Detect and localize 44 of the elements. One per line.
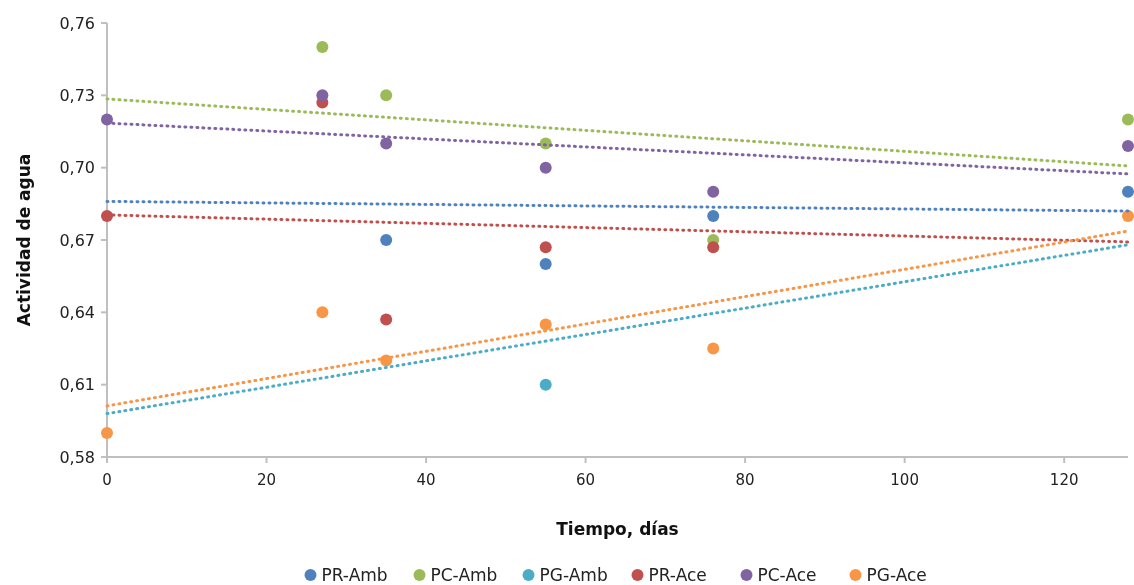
- legend-label: PC-Amb: [430, 564, 498, 585]
- point: [539, 378, 552, 391]
- point: [1122, 209, 1134, 222]
- y-tick-label: 0,61: [59, 375, 95, 395]
- point: [1122, 139, 1134, 152]
- legend-label: PG-Amb: [539, 564, 608, 585]
- y-tick-label: 0,58: [59, 447, 95, 467]
- point: [707, 209, 720, 222]
- legend-label: PC-Ace: [757, 564, 817, 585]
- point: [316, 41, 329, 54]
- y-tick-label: 0,67: [59, 230, 95, 250]
- x-tick-label: 60: [576, 471, 596, 489]
- y-tick-label: 0,64: [59, 302, 95, 322]
- point: [380, 89, 393, 102]
- x-tick-label: 80: [735, 471, 755, 489]
- x-tick-label: 40: [416, 471, 436, 489]
- point: [380, 137, 393, 150]
- point: [539, 258, 552, 271]
- point: [316, 306, 329, 319]
- point: [101, 426, 113, 439]
- point: [316, 89, 329, 102]
- x-tick-label: 20: [256, 471, 277, 489]
- y-axis-title: Actividad de agua: [14, 153, 34, 327]
- y-tick-label: 0,73: [59, 85, 95, 105]
- y-tick-label: 0,70: [59, 158, 95, 178]
- point: [1122, 185, 1134, 198]
- point: [101, 209, 113, 222]
- point: [539, 161, 552, 174]
- point: [1122, 113, 1134, 126]
- legend-label: PR-Ace: [648, 564, 707, 585]
- legend-label: PG-Ace: [866, 564, 927, 585]
- point: [539, 241, 552, 254]
- x-tick-label: 120: [1049, 471, 1079, 489]
- x-tick-label: 100: [890, 471, 919, 489]
- point: [707, 342, 720, 355]
- point: [539, 318, 552, 331]
- y-tick-label: 0,76: [59, 13, 95, 33]
- point: [707, 241, 720, 254]
- x-axis-title: Tiempo, días: [556, 519, 679, 539]
- x-tick-label: 0: [102, 471, 112, 489]
- point: [380, 313, 393, 326]
- point: [707, 185, 720, 198]
- legend-label: PR-Amb: [321, 564, 388, 585]
- point: [380, 234, 393, 246]
